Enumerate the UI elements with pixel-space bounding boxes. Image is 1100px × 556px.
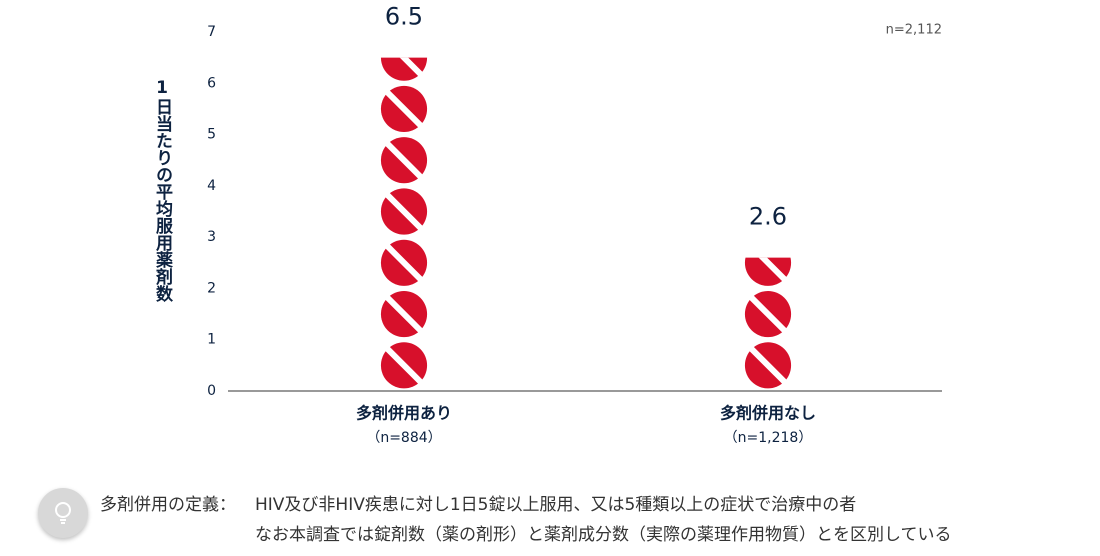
pill-score — [399, 57, 423, 77]
sample-note: n=2,112 — [886, 23, 942, 38]
y-tick-label: 3 — [207, 229, 216, 245]
y-axis-label: 1日当たりの平均服用薬剤数 — [152, 78, 172, 302]
y-tick-label: 0 — [207, 383, 216, 399]
hint-icon — [38, 488, 88, 538]
pill-score — [385, 346, 423, 385]
footnote-line: HIV及び非HIV疾患に対し1日5錠以上服用、又は5種類以上の症状で治療中の者 — [255, 495, 857, 515]
pill-score — [749, 346, 787, 385]
footnote-line: なお本調査では錠剤数（薬の剤形）と薬剤成分数（実際の薬理作用物質）とを区別してい… — [255, 525, 952, 545]
x-tick-sublabel: （n=884） — [366, 430, 441, 446]
footnote-lines: HIV及び非HIV疾患に対し1日5錠以上服用、又は5種類以上の症状で治療中の者 … — [255, 490, 952, 550]
pill — [380, 57, 428, 81]
y-tick-label: 2 — [207, 280, 216, 296]
pill-score — [385, 192, 423, 231]
pill — [744, 257, 792, 286]
footnote-label: 多剤併用の定義： — [100, 495, 236, 515]
y-tick-label: 7 — [207, 24, 216, 40]
x-tick-label: 多剤併用あり — [356, 404, 452, 423]
pill-score — [758, 257, 787, 282]
y-tick-label: 6 — [207, 75, 216, 91]
y-tick-label: 4 — [207, 178, 216, 194]
pill-score — [385, 244, 423, 282]
pill-score — [385, 90, 423, 128]
pill-score — [385, 295, 423, 333]
pill-bar — [380, 57, 428, 389]
y-tick-label: 5 — [207, 127, 216, 143]
value-label: 6.5 — [385, 3, 423, 31]
pill-score — [385, 141, 423, 179]
bulb-glyph — [55, 502, 71, 524]
x-tick-label: 多剤併用なし — [720, 404, 816, 423]
y-tick-label: 1 — [207, 332, 216, 348]
x-tick-sublabel: （n=1,218） — [724, 430, 813, 446]
pill-score — [749, 295, 787, 333]
pill-bar — [744, 257, 792, 389]
chart: n=2,112 0 1 2 3 4 5 6 7 多剤併用あり （n=884） 6.5 多剤併用なし （n… — [207, 3, 942, 446]
value-label: 2.6 — [749, 203, 787, 231]
